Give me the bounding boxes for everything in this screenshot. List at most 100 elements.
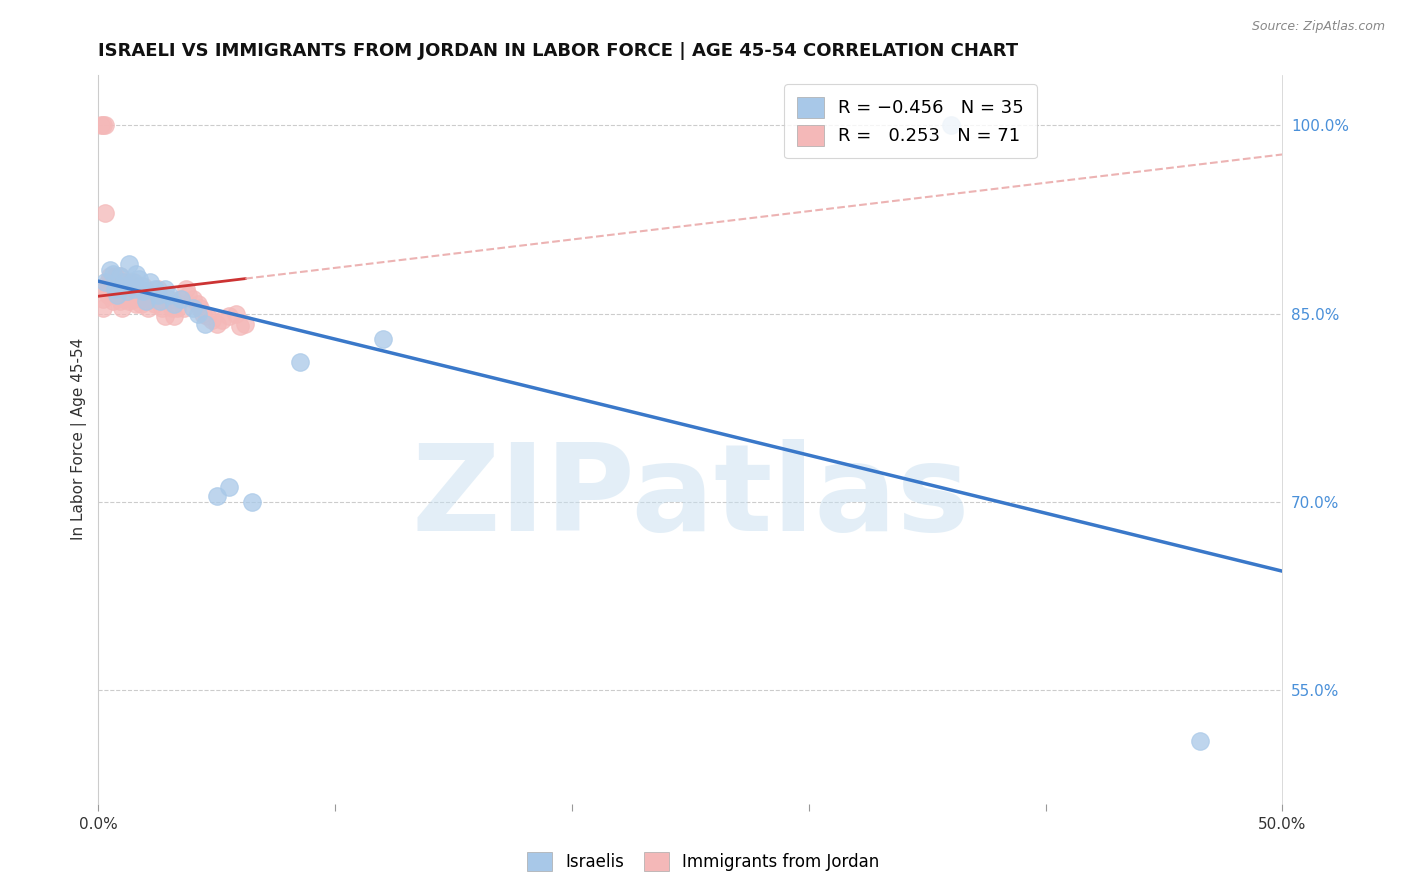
Point	[149, 294, 172, 309]
Point	[112, 282, 135, 296]
Point	[105, 284, 128, 298]
Point	[98, 263, 121, 277]
Point	[122, 292, 145, 306]
Point	[108, 294, 131, 309]
Point	[240, 495, 263, 509]
Point	[188, 301, 211, 315]
Point	[101, 284, 124, 298]
Point	[111, 301, 134, 315]
Point	[112, 276, 135, 290]
Point	[104, 288, 127, 302]
Point	[115, 284, 138, 298]
Point	[163, 310, 186, 324]
Point	[135, 294, 157, 309]
Point	[97, 282, 120, 296]
Point	[142, 292, 165, 306]
Point	[118, 294, 141, 309]
Point	[112, 292, 135, 306]
Point	[211, 313, 233, 327]
Legend: R = −0.456   N = 35, R =   0.253   N = 71: R = −0.456 N = 35, R = 0.253 N = 71	[785, 84, 1036, 159]
Point	[146, 288, 169, 302]
Point	[1188, 733, 1211, 747]
Point	[170, 292, 193, 306]
Point	[91, 292, 114, 306]
Point	[166, 301, 188, 315]
Point	[101, 294, 124, 309]
Legend: Israelis, Immigrants from Jordan: Israelis, Immigrants from Jordan	[519, 843, 887, 880]
Point	[111, 279, 134, 293]
Point	[218, 310, 240, 324]
Point	[149, 292, 172, 306]
Point	[160, 301, 183, 315]
Point	[181, 301, 204, 315]
Point	[163, 297, 186, 311]
Point	[225, 307, 247, 321]
Point	[129, 297, 152, 311]
Point	[146, 282, 169, 296]
Point	[191, 307, 214, 321]
Point	[181, 292, 204, 306]
Point	[233, 317, 256, 331]
Point	[104, 269, 127, 284]
Point	[218, 480, 240, 494]
Point	[173, 301, 195, 315]
Point	[129, 279, 152, 293]
Point	[104, 282, 127, 296]
Point	[129, 288, 152, 302]
Point	[205, 489, 228, 503]
Point	[194, 317, 217, 331]
Point	[125, 284, 148, 298]
Point	[105, 288, 128, 302]
Point	[939, 119, 962, 133]
Point	[121, 282, 143, 296]
Point	[157, 292, 180, 306]
Point	[91, 119, 114, 133]
Point	[187, 297, 209, 311]
Point	[143, 297, 166, 311]
Point	[128, 282, 150, 296]
Point	[157, 288, 180, 302]
Point	[101, 276, 124, 290]
Point	[122, 276, 145, 290]
Point	[104, 279, 127, 293]
Point	[139, 276, 162, 290]
Point	[111, 288, 134, 302]
Text: ZIPatlas: ZIPatlas	[411, 439, 970, 556]
Point	[97, 288, 120, 302]
Point	[170, 292, 193, 306]
Point	[101, 267, 124, 281]
Point	[115, 279, 138, 293]
Point	[97, 276, 120, 290]
Point	[91, 301, 114, 315]
Point	[153, 310, 176, 324]
Point	[118, 276, 141, 290]
Point	[122, 282, 145, 296]
Point	[205, 317, 228, 331]
Point	[132, 279, 155, 293]
Point	[132, 284, 155, 298]
Point	[371, 332, 394, 346]
Point	[153, 282, 176, 296]
Point	[150, 301, 173, 315]
Point	[90, 119, 112, 133]
Point	[108, 269, 131, 284]
Point	[136, 301, 159, 315]
Text: ISRAELI VS IMMIGRANTS FROM JORDAN IN LABOR FORCE | AGE 45-54 CORRELATION CHART: ISRAELI VS IMMIGRANTS FROM JORDAN IN LAB…	[98, 42, 1018, 60]
Point	[177, 288, 200, 302]
Point	[98, 279, 121, 293]
Point	[135, 284, 157, 298]
Point	[125, 297, 148, 311]
Text: Source: ZipAtlas.com: Source: ZipAtlas.com	[1251, 20, 1385, 33]
Point	[121, 276, 143, 290]
Point	[125, 267, 148, 281]
Point	[111, 276, 134, 290]
Point	[115, 288, 138, 302]
Point	[187, 307, 209, 321]
Point	[118, 256, 141, 270]
Point	[139, 288, 162, 302]
Point	[105, 276, 128, 290]
Point	[288, 354, 311, 368]
Point	[98, 269, 121, 284]
Point	[94, 119, 117, 133]
Point	[108, 269, 131, 284]
